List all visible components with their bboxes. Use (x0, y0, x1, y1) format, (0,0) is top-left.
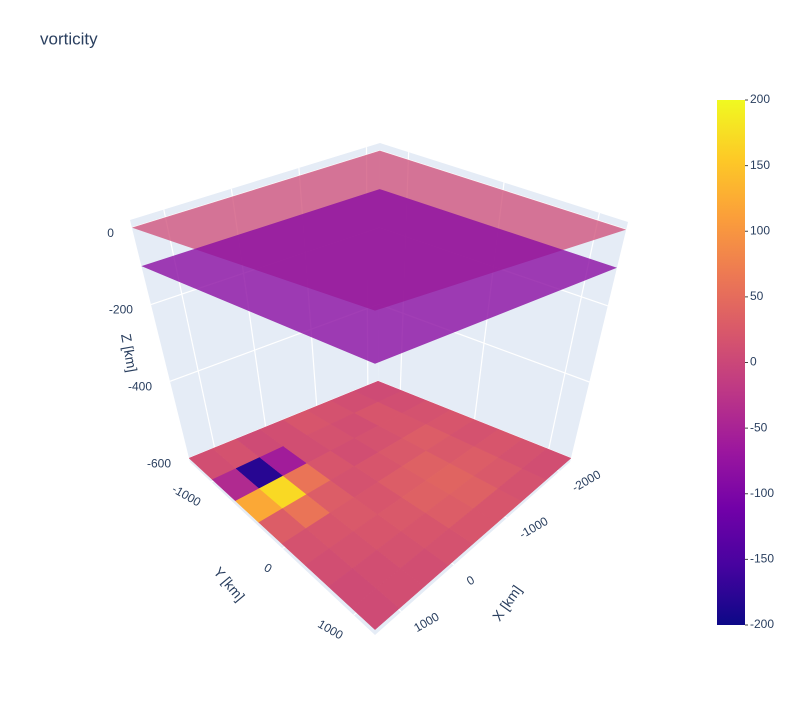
colorbar-tick-label: 150 (750, 158, 770, 172)
colorbar-tick-label: 0 (750, 355, 757, 369)
colorbar-tick-label: 50 (750, 289, 764, 303)
colorbar-tick-label: -200 (750, 617, 774, 631)
colorbar-tick-label: -100 (750, 486, 774, 500)
x-tick-label: -2000 (570, 467, 604, 495)
x-tick-label: 1000 (411, 609, 441, 635)
grid-line (163, 209, 216, 452)
z-tick-label: -600 (147, 456, 171, 470)
slice-plane (141, 189, 617, 364)
colorbar-tick-label: 200 (750, 92, 770, 106)
chart-title: vorticity (40, 29, 98, 48)
colorbar-tick-label: 100 (750, 223, 770, 237)
y-tick-label: 0 (262, 560, 275, 576)
x-tick-label: 0 (464, 573, 477, 589)
y-tick-label: 1000 (315, 617, 345, 643)
z-tick-label: -400 (128, 380, 152, 394)
colorbar-tick-label: -150 (750, 552, 774, 566)
y-tick-label: -1000 (170, 482, 204, 510)
y-axis-title: Y [km] (210, 564, 248, 604)
z-tick-label: -200 (109, 303, 133, 317)
x-tick-label: -1000 (517, 514, 551, 542)
z-tick-label: 0 (107, 226, 114, 240)
x-axis-title: X [km] (489, 582, 525, 624)
colorbar-tick-label: -50 (750, 420, 768, 434)
z-axis-title: Z [km] (118, 332, 141, 373)
field-cell (521, 448, 572, 480)
colorbar (717, 100, 745, 625)
grid-line (547, 212, 600, 454)
